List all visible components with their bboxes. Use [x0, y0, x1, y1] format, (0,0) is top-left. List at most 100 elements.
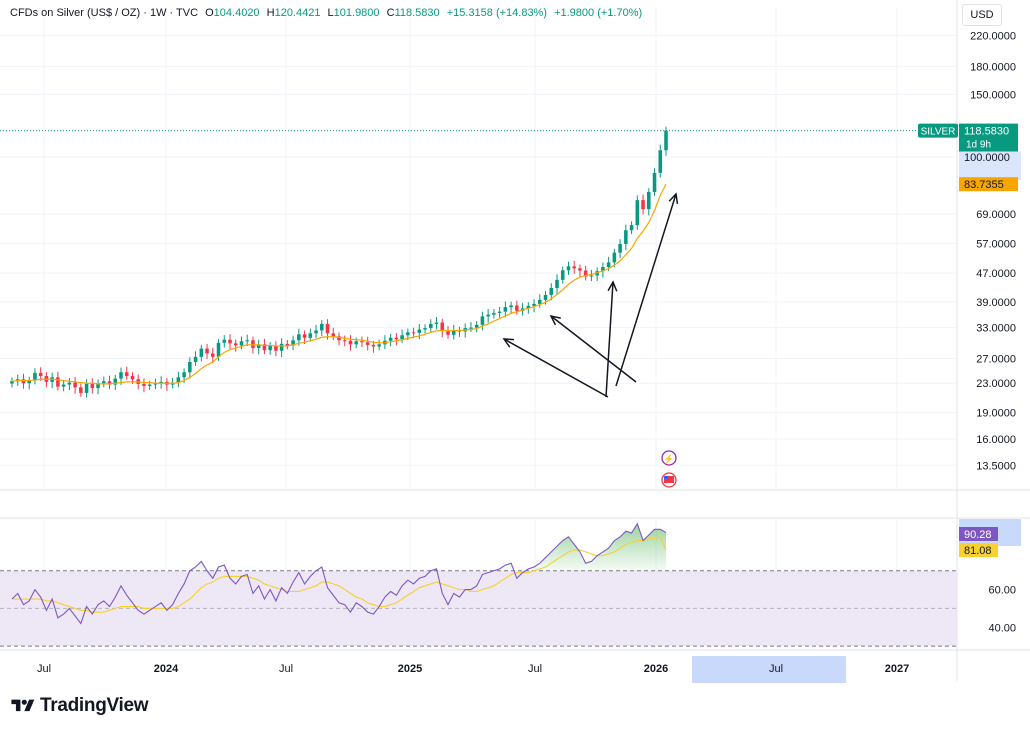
candle-body [434, 322, 439, 324]
candle-body [474, 324, 479, 328]
candle-body [480, 316, 485, 325]
candle-body [543, 294, 548, 300]
candle-body [555, 279, 559, 288]
candle-body [526, 305, 531, 309]
rsi-ma-value-tag [959, 543, 998, 557]
candle-body [21, 379, 26, 384]
candle-body [222, 339, 227, 343]
ohlc-high: H120.4421 [266, 7, 321, 19]
candle-body [262, 344, 267, 351]
candle-body [33, 372, 37, 381]
candle-body [664, 130, 668, 151]
candle-body [406, 332, 410, 336]
candle-body [560, 270, 565, 280]
annotation-arrow[interactable] [503, 338, 609, 398]
candle-body [423, 328, 427, 330]
time-tick-label: 2026 [644, 663, 668, 675]
candle-body [411, 332, 416, 334]
rsi-tick-label: 40.00 [988, 622, 1016, 634]
price-tick-label: 220.0000 [970, 30, 1016, 42]
candle-body [342, 340, 347, 342]
candle-body [239, 341, 244, 346]
last-price-tag [959, 123, 1018, 152]
time-tick-label: 2025 [398, 663, 422, 675]
candle-body [320, 323, 324, 331]
candle-body [331, 333, 336, 337]
candle-body [159, 381, 163, 384]
candle-body [188, 361, 192, 373]
annotation-arrowhead [607, 280, 618, 292]
time-tick-label: Jul [528, 663, 542, 675]
ohlc-low: L101.9800 [327, 7, 380, 19]
candle-body [486, 314, 490, 317]
candle-body [233, 343, 238, 346]
candle-body [354, 341, 358, 345]
rsi-ma-line [12, 536, 667, 613]
tradingview-logo-icon [11, 699, 35, 712]
candle-body [337, 336, 341, 341]
candle-body [285, 343, 290, 346]
candle-body [79, 387, 83, 393]
candle-body [440, 322, 445, 331]
candle-body [451, 330, 456, 335]
ohlc-second-change: +1.9800 (+1.70%) [554, 7, 643, 19]
price-tick-label-overlay: 100.0000 [964, 152, 1010, 164]
candle-body [113, 378, 118, 385]
candle-body [325, 323, 330, 334]
candle-body [538, 299, 542, 304]
time-tick-label: 2024 [154, 663, 179, 675]
candle-body [578, 268, 582, 271]
rsi-overbought-fill [12, 523, 666, 571]
lightning-event-icon[interactable] [661, 450, 677, 466]
annotation-arrow[interactable] [550, 315, 637, 383]
currency-button[interactable]: USD [962, 4, 1002, 26]
ohlc-change: +15.3158 (+14.83%) [446, 7, 548, 19]
candle-body [302, 334, 307, 338]
candle-body [182, 372, 186, 378]
flag-canton [664, 476, 668, 479]
candle-body [147, 384, 152, 386]
candle-body [199, 348, 204, 357]
candle-body [107, 381, 112, 385]
candle-body [251, 340, 255, 349]
candle-body [446, 330, 450, 335]
candle-body [503, 307, 508, 312]
candle-body [641, 200, 645, 210]
symbol-tag-label: SILVER [921, 127, 956, 138]
candle-body [371, 344, 376, 347]
candle-body [612, 252, 617, 263]
brand-name: TradingView [40, 695, 149, 716]
candle-body [394, 337, 399, 340]
candle-body [211, 353, 215, 357]
candle-body [153, 383, 158, 385]
candle-body [509, 305, 513, 308]
candle-body [256, 344, 261, 349]
candle-body [624, 230, 628, 244]
candle-body [102, 381, 106, 384]
candle-body [27, 380, 31, 384]
candle-body [469, 327, 473, 329]
candle-body [618, 243, 622, 253]
tradingview-brand[interactable]: TradingView [10, 695, 149, 717]
time-tick-label: 2027 [885, 663, 909, 675]
symbol-title: CFDs on Silver (US$ / OZ) · 1W · TVC [10, 7, 199, 19]
candle-body [84, 383, 89, 393]
candle-body [601, 267, 605, 272]
annotation-arrowhead [668, 192, 679, 205]
candle-body [492, 312, 496, 315]
price-tick-label: 150.0000 [970, 89, 1016, 101]
candle-body [417, 329, 422, 333]
annotation-arrow[interactable] [605, 281, 614, 398]
candle-body [377, 344, 381, 347]
time-tick-label: Jul [769, 663, 783, 675]
candle-body [515, 305, 519, 311]
candle-body [400, 335, 404, 340]
candle-body [589, 275, 594, 277]
candle-body [216, 342, 221, 357]
annotation-arrow[interactable] [615, 193, 677, 387]
symbol-tag [918, 123, 958, 138]
candle-body [228, 339, 232, 344]
candle-body [56, 377, 60, 387]
rsi-value-tag [959, 527, 998, 541]
